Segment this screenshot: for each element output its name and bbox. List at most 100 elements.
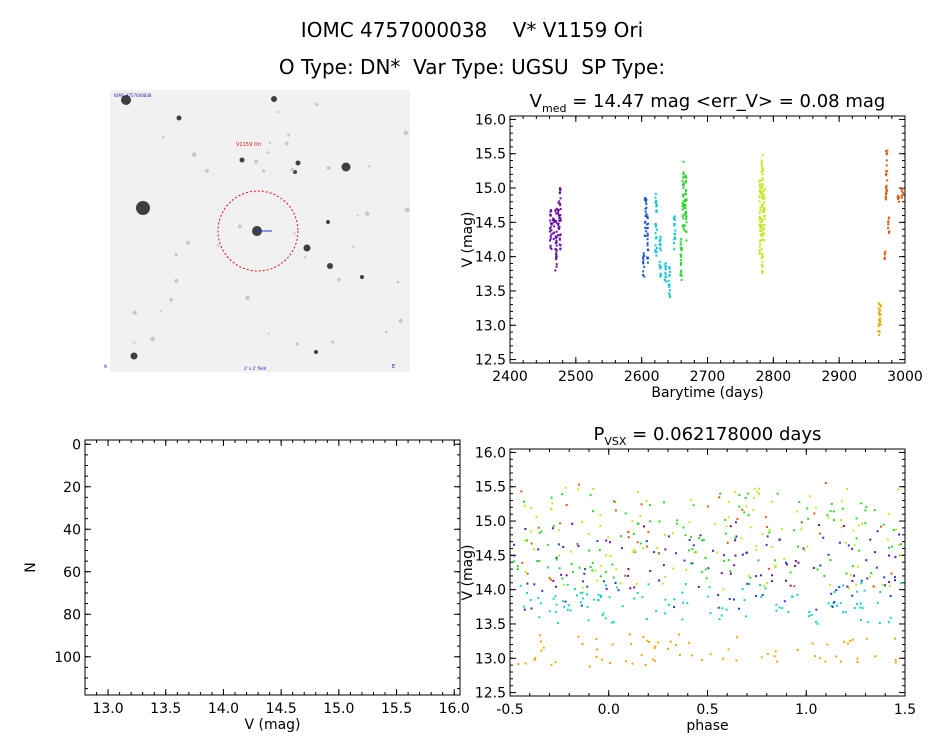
data-point (641, 256, 644, 259)
data-point (586, 605, 589, 608)
data-point (536, 560, 539, 563)
data-point (516, 568, 519, 571)
data-point (652, 658, 655, 661)
data-point (807, 517, 810, 520)
data-point (771, 500, 774, 503)
data-point (848, 587, 851, 590)
data-point (558, 202, 561, 205)
data-point (661, 582, 664, 585)
faint-star (337, 277, 341, 282)
data-point (608, 541, 611, 544)
data-point (655, 223, 658, 226)
data-point (761, 229, 764, 232)
data-point (558, 226, 561, 229)
data-point (646, 248, 649, 251)
data-point (761, 270, 764, 273)
data-point (552, 232, 555, 235)
data-point (845, 572, 848, 575)
data-point (874, 655, 877, 658)
data-point (682, 195, 685, 198)
data-point (877, 311, 880, 314)
data-point (550, 663, 553, 666)
data-point (559, 204, 562, 207)
data-point (855, 517, 858, 520)
data-point (707, 505, 710, 508)
data-point (685, 568, 688, 571)
data-point (733, 598, 736, 601)
data-point (761, 272, 764, 275)
data-point (552, 597, 555, 600)
data-point (646, 234, 649, 237)
data-point (784, 561, 787, 564)
data-point (759, 179, 762, 182)
data-point (778, 606, 781, 609)
data-point (682, 206, 685, 209)
data-point (646, 238, 649, 241)
data-point (885, 191, 888, 194)
faint-star (356, 214, 359, 217)
data-point (580, 604, 583, 607)
plot-title: PVSX = 0.062178000 days (594, 424, 822, 448)
data-point (860, 579, 863, 582)
data-point (679, 253, 682, 256)
data-point (761, 173, 764, 176)
data-point (555, 558, 558, 561)
data-point (658, 260, 661, 263)
data-point (624, 660, 627, 663)
data-point (684, 198, 687, 201)
faint-star (266, 151, 270, 155)
data-point (675, 522, 678, 525)
data-point (521, 561, 524, 564)
data-point (727, 516, 730, 519)
finder-image: IOMC 4757000038 V1159 Ori N 2' x 2' fiel… (104, 90, 410, 372)
y-axis-label: V (mag) (460, 544, 476, 600)
data-point (760, 221, 763, 224)
data-point (806, 545, 809, 548)
data-point (685, 239, 688, 242)
data-point (564, 600, 567, 603)
data-point (645, 223, 648, 226)
data-point (761, 196, 764, 199)
data-point (760, 217, 763, 220)
data-point (680, 278, 683, 281)
data-point (522, 605, 525, 608)
data-point (763, 187, 766, 190)
data-point (885, 184, 888, 187)
data-point (665, 265, 668, 268)
data-point (885, 186, 888, 189)
data-point (741, 587, 744, 590)
data-point (729, 525, 732, 528)
data-point (886, 538, 889, 541)
data-point (766, 582, 769, 585)
data-point (682, 171, 685, 174)
data-point (794, 564, 797, 567)
data-point (554, 595, 557, 598)
data-point (846, 642, 849, 645)
data-point (667, 279, 670, 282)
data-point (577, 635, 580, 638)
data-point (598, 549, 601, 552)
data-point (727, 501, 730, 504)
data-point (889, 595, 892, 598)
data-point (882, 523, 885, 526)
data-point (619, 582, 622, 585)
data-point (612, 576, 615, 579)
data-point (682, 213, 685, 216)
data-point (787, 611, 790, 614)
data-point (611, 563, 614, 566)
data-point (682, 187, 685, 190)
y-tick-label: 12.5 (475, 353, 506, 369)
x-tick-label: 0.0 (598, 702, 620, 718)
data-point (586, 585, 589, 588)
data-point (758, 487, 761, 490)
data-point (709, 612, 712, 615)
data-point (513, 543, 516, 546)
data-point (776, 492, 779, 495)
data-point (552, 579, 555, 582)
data-point (553, 220, 556, 223)
data-point (599, 596, 602, 599)
data-point (629, 587, 632, 590)
data-point (773, 559, 776, 562)
data-point (761, 154, 764, 157)
data-point (758, 194, 761, 197)
